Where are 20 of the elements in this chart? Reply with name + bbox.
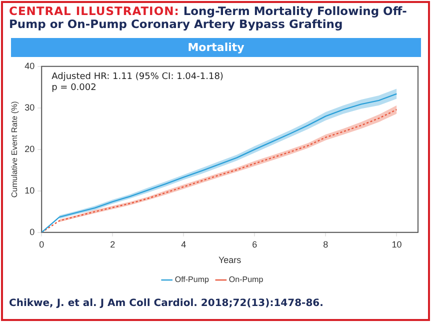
x-tick-label: 4 [181,239,186,250]
annotation: p = 0.002 [52,83,96,94]
x-tick-label: 6 [252,239,258,250]
x-tick-label: 8 [323,239,328,250]
y-tick-label: 40 [24,60,35,71]
y-tick-label: 20 [24,144,35,154]
x-axis-title: Years [218,255,242,266]
x-tick-label: 10 [392,239,402,250]
y-tick-label: 30 [24,102,35,112]
annotation: Adjusted HR: 1.11 (95% CI: 1.04-1.18) [52,72,224,82]
x-tick-label: 0 [39,239,44,250]
chart-title: CENTRAL ILLUSTRATION: Long-Term Mortality Following Off-Pump or On-Pump Coronary Artery Bypass Grafting [9,4,408,31]
legend-label: Off-Pump [174,275,210,284]
legend-label: On-Pump [228,275,264,284]
y-tick-label: 10 [24,185,35,196]
x-tick-label: 2 [110,239,116,250]
y-tick-label: 0 [30,226,35,237]
text: Chikwe, J. et al. J Am Coll Cardiol. 2018;72(13):1478-86. [9,298,324,309]
y-axis-title: Cumulative Event Rate (%) [10,100,20,198]
chart-subtitle: Mortality [11,38,421,57]
